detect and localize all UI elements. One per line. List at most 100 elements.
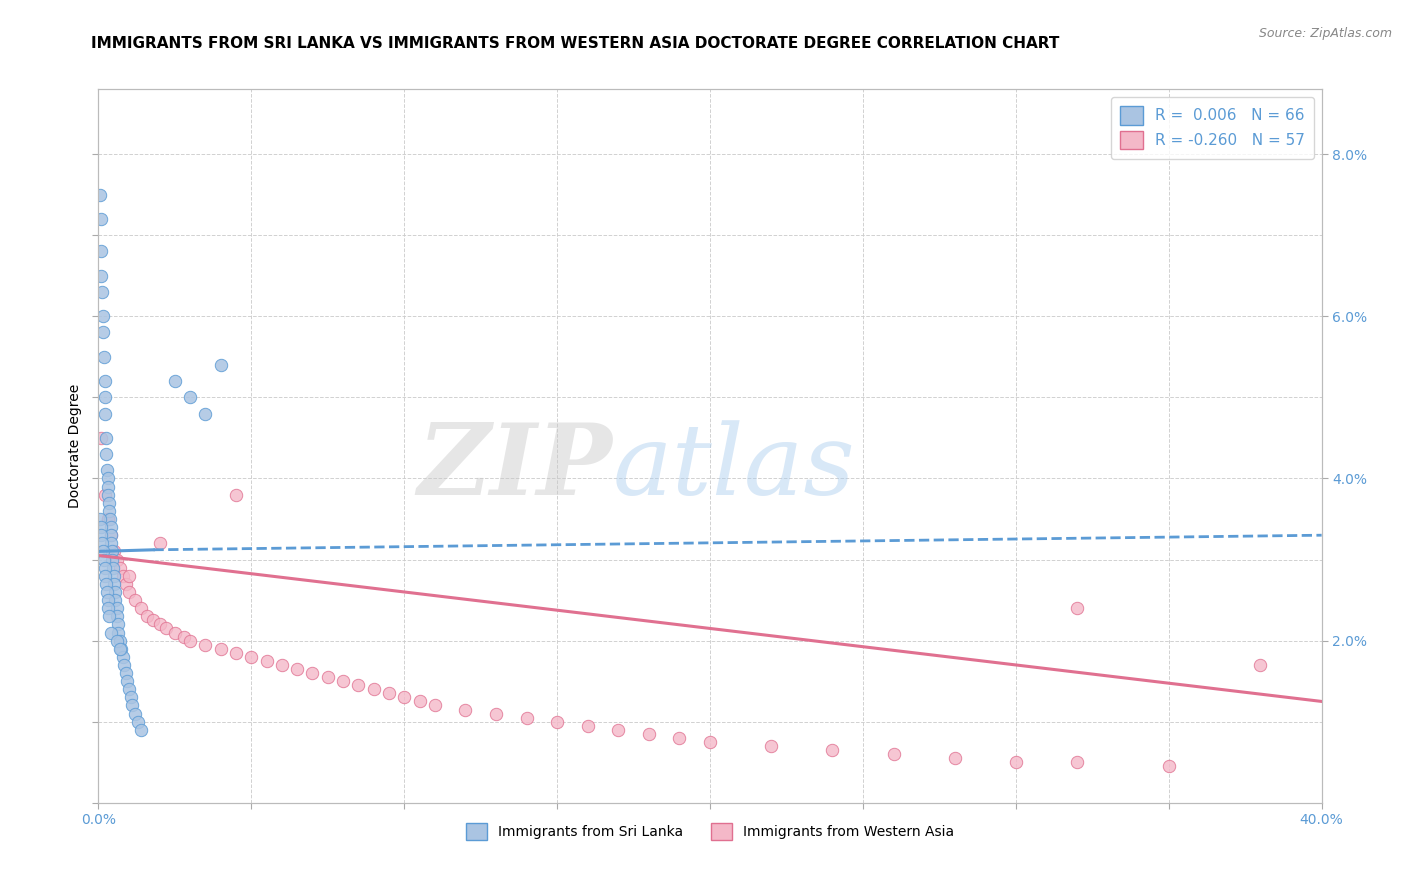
- Point: [97, 601, 120, 615]
- Point: [316, 670, 339, 684]
- Point: [115, 577, 138, 591]
- Point: [668, 731, 690, 745]
- Point: [105, 609, 128, 624]
- Point: [943, 751, 966, 765]
- Point: [91, 285, 114, 299]
- Point: [98, 512, 121, 526]
- Point: [378, 686, 401, 700]
- Point: [127, 714, 149, 729]
- Point: [94, 568, 117, 582]
- Point: [93, 350, 115, 364]
- Point: [97, 488, 120, 502]
- Point: [107, 617, 129, 632]
- Point: [194, 638, 217, 652]
- Point: [103, 568, 125, 582]
- Point: [90, 244, 112, 259]
- Point: [225, 646, 247, 660]
- Point: [129, 601, 152, 615]
- Point: [98, 609, 121, 624]
- Point: [101, 560, 124, 574]
- Point: [454, 702, 477, 716]
- Point: [104, 593, 127, 607]
- Point: [100, 520, 122, 534]
- Point: [93, 390, 115, 404]
- Point: [90, 528, 112, 542]
- Point: [115, 666, 138, 681]
- Point: [118, 682, 141, 697]
- Point: [97, 512, 120, 526]
- Point: [98, 504, 121, 518]
- Point: [97, 479, 120, 493]
- Point: [209, 358, 232, 372]
- Point: [179, 390, 201, 404]
- Point: [761, 739, 783, 753]
- Point: [90, 431, 112, 445]
- Point: [103, 544, 125, 558]
- Point: [576, 719, 599, 733]
- Point: [101, 552, 124, 566]
- Point: [112, 657, 135, 672]
- Point: [93, 488, 115, 502]
- Point: [163, 374, 186, 388]
- Point: [1004, 756, 1026, 770]
- Point: [91, 536, 114, 550]
- Point: [94, 577, 117, 591]
- Point: [105, 633, 128, 648]
- Point: [108, 560, 131, 574]
- Point: [699, 735, 721, 749]
- Point: [90, 520, 112, 534]
- Point: [332, 674, 354, 689]
- Point: [607, 723, 630, 737]
- Point: [301, 666, 323, 681]
- Point: [93, 552, 115, 566]
- Point: [392, 690, 416, 705]
- Point: [120, 690, 142, 705]
- Point: [516, 711, 538, 725]
- Point: [97, 471, 120, 485]
- Point: [363, 682, 385, 697]
- Point: [96, 463, 118, 477]
- Point: [97, 512, 120, 526]
- Point: [883, 747, 905, 761]
- Point: [285, 662, 308, 676]
- Point: [98, 496, 121, 510]
- Point: [117, 674, 139, 689]
- Point: [91, 544, 114, 558]
- Point: [270, 657, 294, 672]
- Point: [209, 641, 232, 656]
- Point: [423, 698, 446, 713]
- Point: [173, 630, 195, 644]
- Point: [91, 326, 114, 340]
- Point: [110, 641, 132, 656]
- Point: [90, 268, 112, 283]
- Point: [179, 633, 201, 648]
- Point: [118, 568, 141, 582]
- Text: atlas: atlas: [612, 420, 855, 515]
- Point: [129, 723, 152, 737]
- Point: [101, 544, 124, 558]
- Point: [100, 528, 122, 542]
- Point: [100, 528, 122, 542]
- Point: [194, 407, 217, 421]
- Point: [1066, 601, 1088, 615]
- Legend: Immigrants from Sri Lanka, Immigrants from Western Asia: Immigrants from Sri Lanka, Immigrants fr…: [461, 818, 959, 846]
- Point: [408, 694, 430, 708]
- Point: [94, 431, 117, 445]
- Point: [108, 641, 131, 656]
- Point: [111, 568, 134, 582]
- Point: [149, 536, 172, 550]
- Point: [546, 714, 568, 729]
- Point: [121, 698, 143, 713]
- Point: [93, 560, 115, 574]
- Point: [89, 187, 111, 202]
- Point: [91, 310, 114, 324]
- Point: [240, 649, 263, 664]
- Point: [124, 593, 146, 607]
- Point: [97, 593, 120, 607]
- Y-axis label: Doctorate Degree: Doctorate Degree: [67, 384, 82, 508]
- Point: [107, 625, 129, 640]
- Point: [96, 585, 118, 599]
- Point: [103, 577, 125, 591]
- Point: [256, 654, 278, 668]
- Point: [163, 625, 186, 640]
